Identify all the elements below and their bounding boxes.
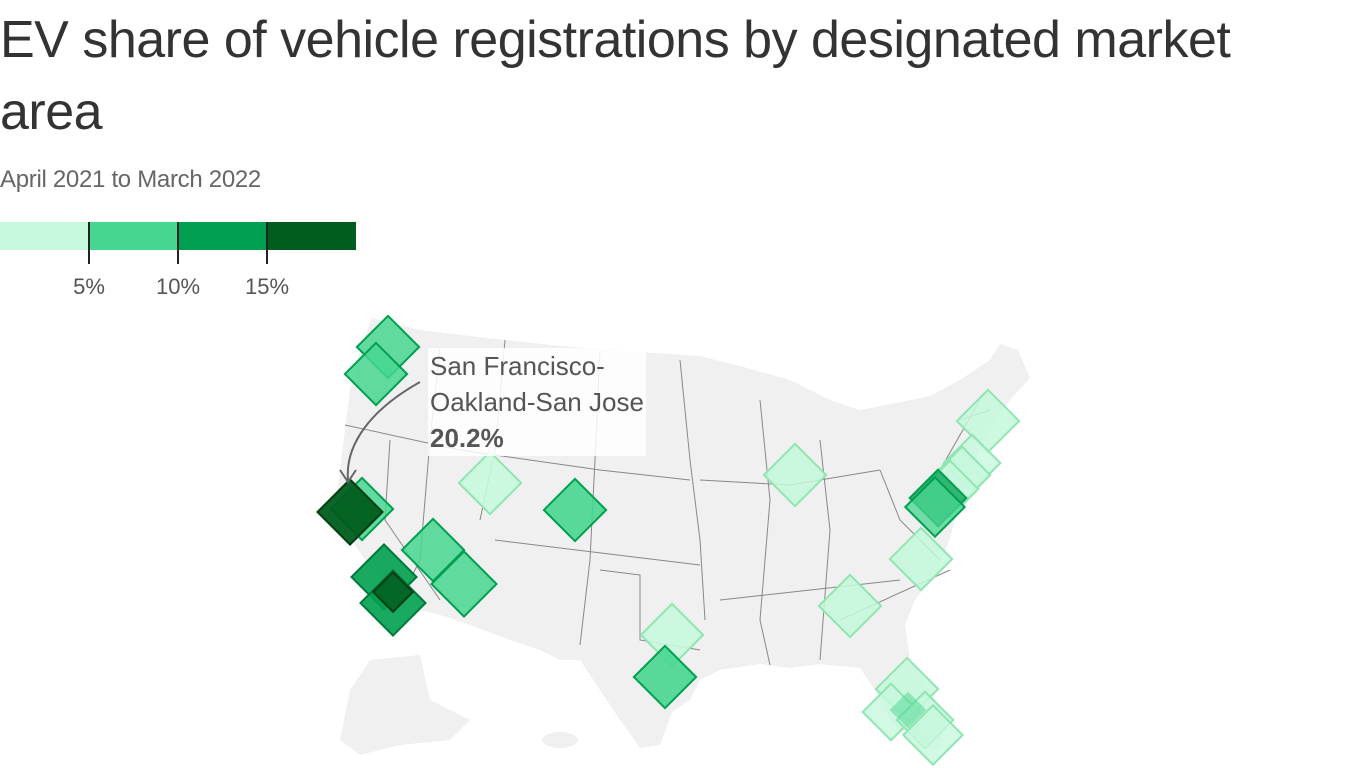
color-legend: 5% 10% 15%	[0, 222, 360, 302]
legend-label: 10%	[155, 274, 201, 299]
marker-denver	[542, 477, 608, 543]
annotation-arrow	[346, 381, 421, 481]
alaska-landmass	[340, 655, 470, 755]
marker-salt-lake-city	[457, 450, 523, 516]
legend-tick	[177, 222, 179, 264]
annotation-label: San Francisco- Oakland-San Jose 20.2%	[428, 348, 646, 456]
marker-miami	[901, 703, 965, 767]
hawaii-landmass	[542, 732, 578, 748]
marker-houston	[632, 644, 698, 710]
legend-bin-2	[178, 222, 267, 250]
marker-phoenix	[430, 550, 498, 618]
chart-title: EV share of vehicle registrations by des…	[0, 11, 1231, 141]
marker-chicago	[762, 442, 828, 508]
legend-tick	[88, 222, 90, 264]
marker-santa-barbara	[371, 570, 415, 614]
annotation-line-2: Oakland-San Jose	[430, 387, 644, 417]
legend-bin-1	[89, 222, 178, 250]
legend-bin-3	[267, 222, 356, 250]
annotation-line-1: San Francisco-	[430, 351, 605, 381]
chart-subtitle: April 2021 to March 2022	[0, 166, 261, 193]
arrow-head-icon	[339, 469, 357, 484]
marker-washington-dc	[903, 475, 967, 539]
marker-dallas	[639, 602, 705, 668]
marker-raleigh	[888, 526, 954, 592]
legend-bin-0	[0, 222, 89, 250]
legend-label: 5%	[73, 274, 105, 299]
marker-atlanta	[817, 573, 883, 639]
marker-portland	[343, 341, 409, 407]
annotation-value: 20.2%	[430, 423, 504, 453]
legend-label: 15%	[244, 274, 290, 299]
marker-san-francisco	[316, 478, 384, 546]
legend-tick	[266, 222, 268, 264]
marker-fl-overlap	[889, 691, 927, 729]
